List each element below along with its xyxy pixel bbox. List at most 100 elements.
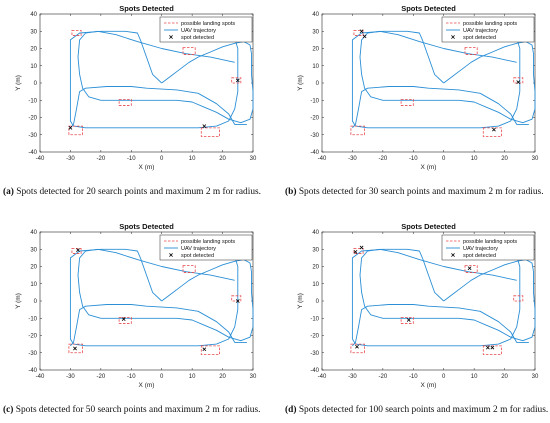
landing-spot-1: [464, 265, 478, 273]
caption-c: (c) Spots detected for 50 search points …: [3, 405, 261, 415]
y-tick-label: -10: [28, 316, 37, 322]
spot-detected-marker: [68, 125, 73, 130]
landing-spot-2: [231, 77, 242, 84]
spots-chart-2: Spots Detected -40 -30 -20 -10 0 10 20 30 -40 -30 -…: [15, 222, 257, 389]
y-tick-label: 30: [30, 247, 37, 253]
y-tick-label: -40: [28, 150, 37, 156]
x-tick-label: 30: [532, 156, 539, 162]
legend-label: spot detected: [181, 35, 214, 41]
y-tick-label: 10: [312, 282, 319, 288]
x-tick-label: 20: [219, 156, 226, 162]
spot-detected-marker: [202, 124, 207, 129]
x-tick-label: -40: [318, 156, 327, 162]
x-tick-label: 0: [442, 156, 446, 162]
y-tick-label: -20: [28, 334, 37, 340]
x-axis-label: X (m): [139, 164, 155, 171]
y-tick-label: 10: [30, 64, 37, 70]
landing-spot-0: [353, 247, 364, 254]
x-tick-label: -40: [318, 374, 327, 380]
spot-detected-marker: [485, 345, 490, 350]
y-tick-label: -30: [28, 133, 37, 139]
y-tick-label: 30: [312, 247, 319, 253]
spots-chart-0: Spots Detected -40 -30 -20 -10 0 10 20 30 -40 -30 -…: [15, 4, 257, 171]
x-tick-label: 0: [160, 374, 164, 380]
y-tick-label: 0: [316, 81, 320, 87]
y-tick-label: -30: [310, 133, 319, 139]
landing-spot-4: [200, 127, 220, 137]
y-tick-label: -10: [28, 98, 37, 104]
y-tick-label: 20: [312, 265, 319, 271]
spots-chart-3: Spots Detected -40 -30 -20 -10 0 10 20 30 -40 -30 -…: [297, 222, 539, 389]
x-tick-label: -20: [97, 156, 106, 162]
y-tick-label: 40: [30, 230, 37, 236]
legend-swatch-detected: [169, 253, 173, 257]
landing-spot-0: [71, 29, 82, 36]
x-tick-label: -10: [409, 156, 418, 162]
spot-detected-marker: [353, 249, 358, 254]
legend-label: UAV trajectory: [463, 28, 498, 34]
y-tick-label: 10: [312, 64, 319, 70]
caption-a: (a) Spots detected for 20 search points …: [3, 187, 262, 197]
landing-spot-2: [231, 295, 242, 302]
x-axis-label: X (m): [421, 382, 437, 389]
spot-detected-marker: [121, 317, 126, 321]
y-tick-label: 0: [34, 81, 38, 87]
legend-swatch-detected: [451, 35, 455, 39]
landing-spot-5: [350, 125, 365, 136]
x-tick-label: -30: [66, 374, 75, 380]
x-tick-label: 30: [250, 374, 257, 380]
landing-spot-3: [118, 316, 132, 324]
x-tick-label: -30: [348, 156, 357, 162]
x-tick-label: 10: [471, 374, 478, 380]
y-tick-label: 20: [30, 265, 37, 271]
y-tick-label: 30: [30, 29, 37, 35]
y-tick-label: 0: [316, 299, 320, 305]
x-tick-label: -10: [127, 156, 136, 162]
spot-detected-marker: [490, 345, 495, 350]
legend-label: possible landing spots: [181, 239, 235, 245]
x-tick-label: -20: [379, 156, 388, 162]
uav-trajectory-segment-2: [70, 304, 247, 347]
uav-trajectory-segment-1: [351, 30, 521, 129]
chart-title: Spots Detected: [119, 4, 174, 13]
spot-detected-marker: [359, 245, 364, 250]
y-tick-label: -40: [28, 368, 37, 374]
legend-label: possible landing spots: [463, 21, 517, 27]
x-tick-label: 0: [442, 374, 446, 380]
chart-title: Spots Detected: [401, 4, 456, 13]
spot-detected-marker: [492, 127, 496, 132]
spot-detected-marker: [362, 34, 367, 39]
y-tick-label: -40: [310, 150, 319, 156]
y-tick-label: 10: [30, 282, 37, 288]
x-tick-label: -20: [97, 374, 106, 380]
y-tick-label: 30: [312, 29, 319, 35]
y-tick-label: -20: [310, 116, 319, 122]
chart-title: Spots Detected: [401, 222, 456, 231]
spot-detected-marker: [73, 346, 77, 351]
legend-label: UAV trajectory: [181, 28, 216, 34]
landing-spot-4: [200, 345, 220, 355]
uav-trajectory-segment-2: [70, 86, 247, 129]
legend-label: spot detected: [463, 253, 496, 259]
x-tick-label: 10: [189, 374, 196, 380]
legend-label: UAV trajectory: [463, 246, 498, 252]
spot-detected-marker: [235, 78, 240, 83]
x-tick-label: 30: [250, 156, 257, 162]
x-tick-label: -10: [127, 374, 136, 380]
x-tick-label: -40: [36, 374, 45, 380]
y-tick-label: 40: [30, 12, 37, 18]
x-tick-label: 0: [160, 156, 164, 162]
landing-spot-3: [118, 98, 132, 106]
uav-trajectory-segment-1: [351, 248, 521, 347]
spots-chart-1: Spots Detected -40 -30 -20 -10 0 10 20 30 -40 -30 -…: [297, 4, 539, 171]
landing-spot-3: [400, 316, 414, 324]
x-tick-label: -30: [348, 374, 357, 380]
x-tick-label: -20: [379, 374, 388, 380]
y-tick-label: 40: [312, 12, 319, 18]
x-tick-label: 30: [532, 374, 539, 380]
y-tick-label: -30: [310, 351, 319, 357]
x-tick-label: -30: [66, 156, 75, 162]
